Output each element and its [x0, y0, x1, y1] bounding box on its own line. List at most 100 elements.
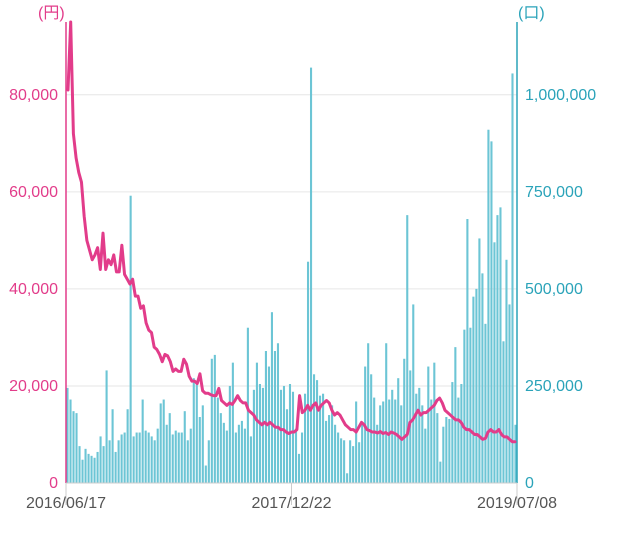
volume-bar — [487, 129, 490, 484]
volume-bar — [352, 446, 355, 483]
volume-bar — [222, 422, 225, 483]
right-tick-label: 750,000 — [525, 184, 583, 201]
volume-bar — [457, 397, 460, 483]
volume-bar — [123, 432, 126, 483]
volume-bar — [168, 413, 171, 483]
volume-bar — [282, 385, 286, 483]
volume-bar — [406, 215, 409, 483]
volume-bar — [150, 436, 153, 483]
volume-bar — [78, 446, 81, 483]
volume-bar — [285, 409, 289, 483]
x-tick-label: 2019/07/08 — [477, 495, 557, 512]
x-axis-ticks: 2016/06/17 2017/12/22 2019/07/08 — [26, 483, 557, 512]
volume-bar — [159, 403, 162, 483]
volume-bar — [454, 347, 457, 483]
volume-bar — [126, 409, 129, 483]
volume-bar — [138, 432, 141, 483]
volume-bar — [358, 442, 361, 483]
volume-bar — [316, 380, 319, 483]
volume-bar — [153, 440, 156, 483]
volume-bar — [183, 411, 186, 483]
volume-bar — [102, 446, 105, 483]
volume-bar — [466, 219, 469, 483]
volume-bar — [66, 387, 69, 483]
volume-bar — [460, 384, 463, 483]
volume-bar — [135, 432, 138, 483]
volume-bar — [111, 409, 114, 483]
volume-bar — [105, 370, 108, 483]
volume-bar — [421, 405, 424, 483]
volume-bar — [403, 358, 406, 483]
volume-bar — [355, 401, 358, 483]
volume-bar — [198, 417, 201, 483]
volume-bar — [300, 432, 304, 483]
volume-bar — [439, 461, 442, 483]
left-tick-label: 80,000 — [9, 87, 58, 104]
volume-bar — [391, 389, 394, 483]
volume-bar — [141, 399, 144, 483]
volume-bar — [84, 448, 87, 483]
volume-bar — [313, 374, 316, 483]
volume-bar — [499, 207, 502, 483]
volume-bar — [255, 362, 258, 483]
volume-bar — [451, 382, 454, 483]
volume-bar — [340, 438, 343, 483]
volume-bar — [72, 411, 75, 483]
right-tick-label: 0 — [525, 475, 534, 492]
volume-bar — [493, 242, 496, 483]
volume-bar — [192, 378, 195, 483]
volume-bar — [144, 430, 147, 483]
volume-bar — [376, 424, 379, 483]
left-axis-ticks: 0 20,000 40,000 60,000 80,000 — [9, 87, 58, 492]
volume-bar — [322, 393, 325, 483]
volume-bar — [231, 362, 234, 483]
volume-bar — [276, 343, 280, 483]
volume-bar — [385, 343, 388, 483]
x-tick-label: 2017/12/22 — [251, 495, 331, 512]
volume-bar — [90, 455, 93, 483]
volume-bar — [96, 451, 99, 483]
volume-bar — [502, 341, 505, 483]
volume-bar — [243, 428, 246, 483]
volume-bar — [481, 273, 484, 483]
volume-bar — [108, 440, 111, 483]
volume-bar — [430, 399, 433, 483]
volume-bar — [210, 358, 213, 483]
volume-bar — [343, 440, 346, 483]
volume-bar — [436, 413, 439, 483]
volume-bar — [484, 323, 487, 483]
volume-bar — [132, 436, 135, 483]
volume-bar — [99, 436, 102, 483]
volume-bar — [270, 312, 273, 483]
volume-bar — [394, 399, 397, 483]
volume-bar — [291, 391, 295, 483]
volume-bar — [228, 385, 231, 483]
volume-bar — [180, 432, 183, 483]
volume-bar — [297, 453, 301, 483]
volume-bar — [415, 393, 418, 483]
volume-bar — [309, 67, 313, 484]
volume-bar — [294, 428, 298, 483]
volume-bar — [204, 465, 207, 483]
right-axis-ticks: 0 250,000 500,000 750,000 1,000,000 — [525, 87, 596, 492]
volume-bar — [93, 457, 96, 483]
volume-bar — [201, 405, 204, 483]
volume-bar — [279, 389, 283, 483]
volume-bar — [174, 430, 177, 483]
volume-bar — [207, 440, 210, 483]
price-line — [66, 20, 517, 444]
volume-bars — [66, 67, 517, 484]
volume-bar — [400, 405, 403, 483]
volume-bar — [325, 420, 328, 483]
volume-bar — [448, 418, 451, 483]
volume-bar — [114, 451, 117, 483]
volume-bar — [397, 378, 400, 483]
volume-bar — [189, 428, 192, 483]
volume-bar — [237, 424, 240, 483]
volume-bar — [469, 327, 472, 483]
volume-bar — [388, 399, 391, 483]
volume-bar — [117, 440, 120, 483]
volume-bar — [249, 436, 252, 483]
volume-bar — [382, 401, 385, 483]
left-tick-label: 40,000 — [9, 281, 58, 298]
